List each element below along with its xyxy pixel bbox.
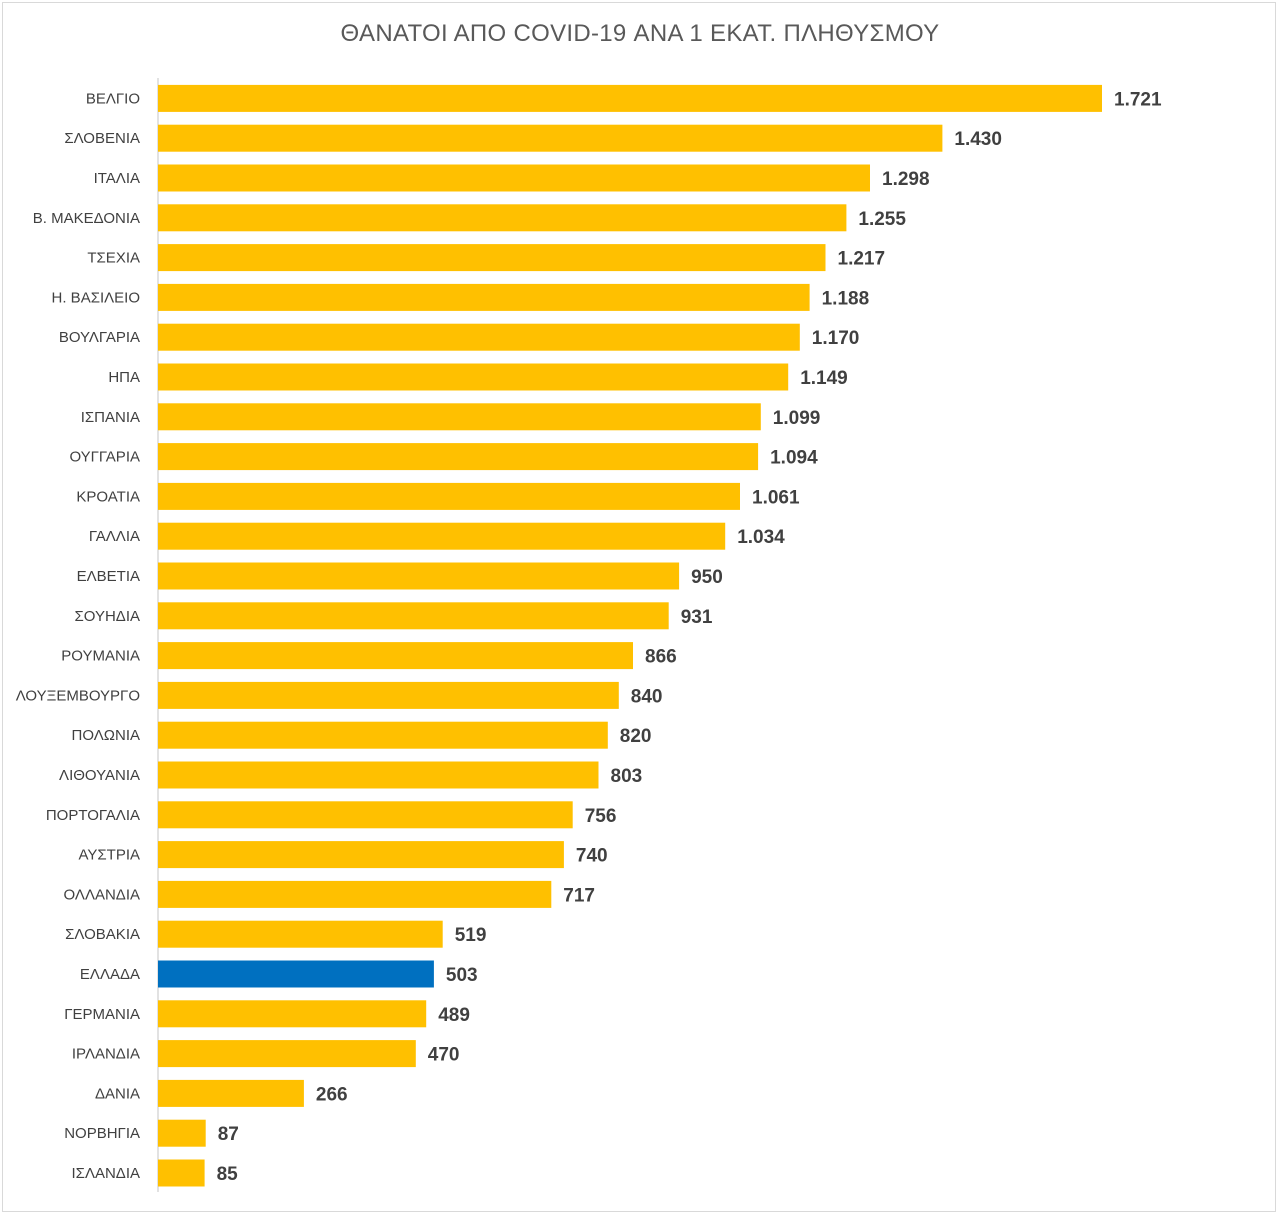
value-label: 1.217 [838,249,886,270]
category-label: ΑΥΣΤΡΙΑ [78,847,140,864]
value-label: 1.034 [737,527,785,548]
value-label: 803 [611,766,643,787]
value-label: 519 [455,925,487,946]
value-label: 756 [585,806,617,827]
bar-15 [158,681,619,709]
category-label: ΠΟΛΩΝΙΑ [72,727,140,744]
bar-7 [158,363,789,391]
value-label: 503 [446,965,478,986]
category-label: ΓΑΛΛΙΑ [89,528,140,545]
bar-14 [158,642,633,670]
category-label: ΟΛΛΑΝΔΙΑ [64,886,140,903]
category-label: ΓΕΡΜΑΝΙΑ [64,1006,140,1023]
bar-20 [158,880,552,908]
category-label: Β. ΜΑΚΕΔΟΝΙΑ [33,210,140,227]
bar-9 [158,443,759,471]
category-label: ΙΣΠΑΝΙΑ [81,409,140,426]
category-label: ΡΟΥΜΑΝΙΑ [61,648,140,665]
value-label: 1.149 [800,368,848,389]
value-label: 470 [428,1045,460,1066]
bar-4 [158,244,826,272]
bar-23 [158,1000,427,1028]
bar-17 [158,761,599,789]
bar-2 [158,164,870,192]
bar-11 [158,522,726,550]
category-label: ΛΙΘΟΥΑΝΙΑ [59,767,140,784]
value-label: 740 [576,846,608,867]
category-label: ΙΡΛΑΝΔΙΑ [72,1046,140,1063]
bar-27 [158,1159,205,1187]
value-label: 266 [316,1084,348,1105]
value-label: 1.061 [752,487,800,508]
value-label: 1.099 [773,408,821,429]
bars-layer: ΒΕΛΓΙΟ 1.721 ΣΛΟΒΕΝΙΑ 1.430 ΙΤΑΛΙΑ 1.298 Β. ΜΑ… [16,84,1162,1187]
value-label: 1.430 [954,129,1002,150]
bar-3 [158,204,847,232]
value-label: 1.721 [1114,89,1162,110]
value-label: 866 [645,647,677,668]
bar-22 [158,960,434,988]
bar-0 [158,84,1102,112]
category-label: ΔΑΝΙΑ [95,1085,140,1102]
value-label: 840 [631,686,663,707]
category-label: ΒΟΥΛΓΑΡΙΑ [59,329,140,346]
value-label: 1.188 [822,288,870,309]
category-label: ΤΣΕΧΙΑ [87,250,140,267]
bar-19 [158,841,564,869]
bar-26 [158,1119,206,1147]
category-label: ΗΠΑ [108,369,140,386]
value-label: 950 [691,567,723,588]
value-label: 1.170 [812,328,860,349]
category-label: ΙΤΑΛΙΑ [94,170,140,187]
value-label: 87 [218,1124,239,1145]
bar-24 [158,1040,416,1068]
bar-5 [158,283,810,311]
value-label: 1.094 [770,448,818,469]
category-label: Η. ΒΑΣΙΛΕΙΟ [52,289,140,306]
category-label: ΕΛΛΑΔΑ [80,966,140,983]
category-label: ΚΡΟΑΤΙΑ [76,488,140,505]
value-label: 1.298 [882,169,930,190]
value-label: 717 [563,885,595,906]
bar-10 [158,482,740,510]
value-label: 820 [620,726,652,747]
bar-21 [158,920,443,948]
chart-title: ΘΑΝΑΤΟΙ ΑΠΟ COVID-19 ΑΝΑ 1 ΕΚΑΤ. ΠΛΗΘΥΣΜ… [340,20,940,47]
category-label: ΠΟΡΤΟΓΑΛΙΑ [46,807,140,824]
bar-6 [158,323,800,351]
bar-25 [158,1079,304,1107]
category-label: ΛΟΥΞΕΜΒΟΥΡΓΟ [16,687,140,704]
value-label: 489 [438,1005,470,1026]
category-label: ΣΛΟΒΕΝΙΑ [64,130,140,147]
bar-16 [158,721,608,749]
bar-8 [158,403,761,431]
bar-12 [158,562,680,590]
value-label: 931 [681,607,713,628]
bar-18 [158,801,573,829]
category-label: ΟΥΓΓΑΡΙΑ [69,449,140,466]
category-label: ΣΟΥΗΔΙΑ [75,608,141,625]
bar-1 [158,124,943,152]
category-label: ΝΟΡΒΗΓΙΑ [64,1125,140,1142]
category-label: ΙΣΛΑΝΔΙΑ [72,1165,141,1182]
value-label: 85 [217,1164,239,1185]
category-label: ΣΛΟΒΑΚΙΑ [65,926,140,943]
category-label: ΕΛΒΕΤΙΑ [77,568,140,585]
category-label: ΒΕΛΓΙΟ [86,90,140,107]
bar-13 [158,602,669,630]
value-label: 1.255 [858,209,906,230]
